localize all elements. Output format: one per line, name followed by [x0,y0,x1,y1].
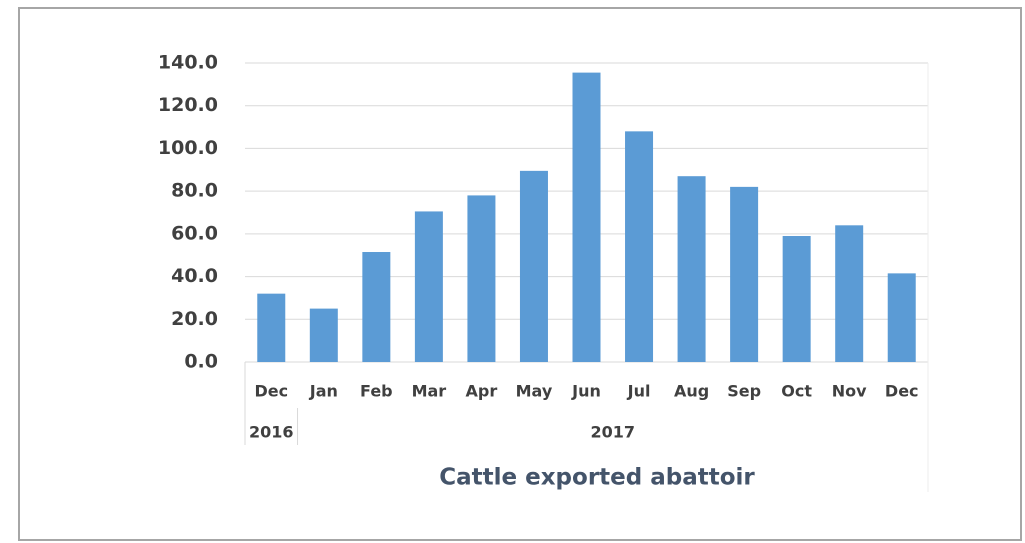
x-tick-label: Oct [781,382,812,401]
bar [309,308,338,362]
x-tick-label: Jun [571,382,601,401]
bar [730,186,759,362]
group-label: 2017 [591,423,636,442]
chart-title: Cattle exported abattoir [439,465,755,491]
x-tick-label: May [516,382,553,401]
bar [677,176,706,362]
group-label: 2016 [249,423,294,442]
bar [887,273,916,362]
x-tick-label: Aug [674,382,709,401]
x-tick-label: Jul [627,382,651,401]
y-tick-label: 0.0 [184,351,218,373]
x-tick-label: Dec [885,382,919,401]
x-tick-label: Dec [254,382,288,401]
x-tick-label: Sep [727,382,761,401]
x-tick-label: Feb [360,382,393,401]
bar [362,252,391,362]
x-tick-label: Apr [466,382,498,401]
y-tick-label: 140.0 [158,52,218,74]
y-tick-label: 20.0 [171,308,218,330]
bar [519,170,548,362]
bar [467,195,496,362]
x-tick-label: Jan [309,382,338,401]
bar [572,72,601,362]
bar [782,235,811,362]
bar [625,131,654,362]
y-tick-label: 100.0 [158,137,218,159]
bar [414,211,443,362]
bar [835,225,864,362]
y-tick-label: 120.0 [158,94,218,116]
x-tick-label: Mar [412,382,447,401]
bar [257,293,286,362]
y-tick-label: 80.0 [171,180,218,202]
x-tick-label: Nov [832,382,867,401]
y-tick-label: 60.0 [171,222,218,244]
y-tick-label: 40.0 [171,265,218,287]
